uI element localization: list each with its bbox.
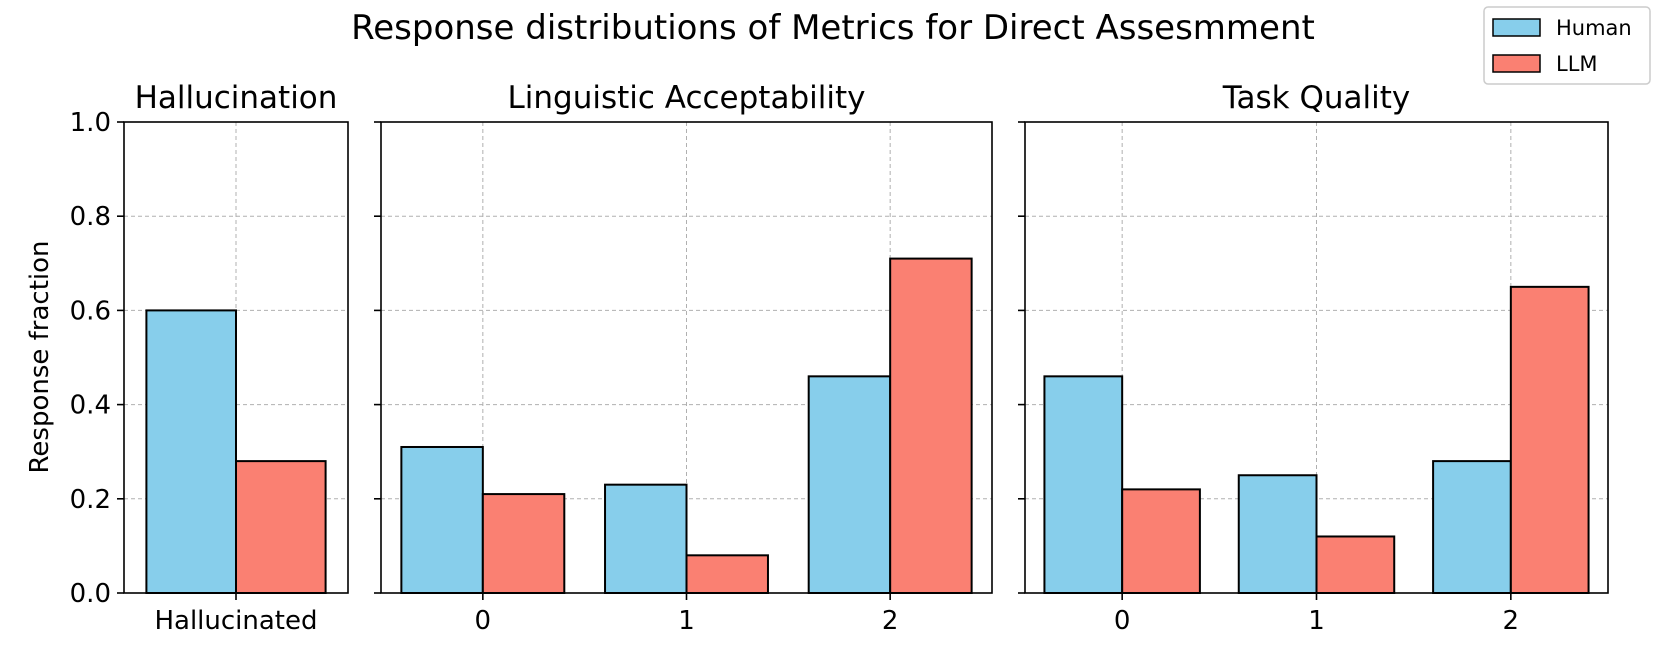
- y-tick-label: 1.0: [70, 108, 111, 138]
- bar-llm-2: [889, 257, 973, 594]
- panel-title: Hallucination: [135, 80, 338, 116]
- x-tick-label: 0: [475, 606, 492, 636]
- y-axis-label: Response fraction: [25, 240, 55, 473]
- figure-title: Response distributions of Metrics for Di…: [351, 8, 1315, 48]
- x-tick-label: 1: [1308, 606, 1325, 636]
- bar-human-1: [1237, 474, 1318, 594]
- bar-human-0: [400, 445, 484, 594]
- legend: Human LLM: [1483, 6, 1651, 85]
- y-tick-label: 0.0: [70, 579, 111, 609]
- bar-human-1: [604, 483, 688, 595]
- bar-human-2: [807, 375, 892, 594]
- panel-linguistic-acceptability: 0 1 2 Linguistic Acceptability: [374, 80, 993, 636]
- y-tick-label: 0.6: [70, 296, 111, 326]
- x-tick-label: 2: [1503, 606, 1520, 636]
- y-tick-label: 0.8: [70, 202, 111, 232]
- legend-swatch-human: [1492, 18, 1541, 37]
- panel-hallucination: 0.0 0.2 0.4 0.6 0.8 1.0 Hallucinated Hallucina…: [70, 80, 349, 636]
- x-tick-label: 2: [882, 606, 899, 636]
- bar-human-0: [1043, 375, 1124, 594]
- x-tick-label: 1: [678, 606, 695, 636]
- y-tick-label: 0.2: [70, 485, 111, 515]
- bar-llm-hallucinated: [235, 460, 327, 594]
- panel-title: Task Quality: [1222, 80, 1411, 116]
- bar-llm-0: [481, 493, 566, 594]
- legend-label-human: Human: [1556, 16, 1632, 40]
- x-tick-label: 0: [1114, 606, 1131, 636]
- x-tick-label: Hallucinated: [154, 606, 317, 636]
- panel-task-quality: 0 1 2 Task Quality: [1018, 80, 1609, 636]
- bar-llm-1: [1315, 535, 1396, 594]
- bar-human-2: [1432, 460, 1512, 594]
- bar-llm-1: [685, 554, 769, 595]
- bar-llm-2: [1509, 285, 1590, 594]
- panel-title: Linguistic Acceptability: [508, 80, 866, 116]
- y-tick-label: 0.4: [70, 391, 111, 421]
- bar-llm-0: [1121, 488, 1201, 595]
- legend-label-llm: LLM: [1556, 52, 1598, 76]
- legend-swatch-llm: [1492, 54, 1541, 73]
- bar-human-hallucinated: [145, 309, 237, 594]
